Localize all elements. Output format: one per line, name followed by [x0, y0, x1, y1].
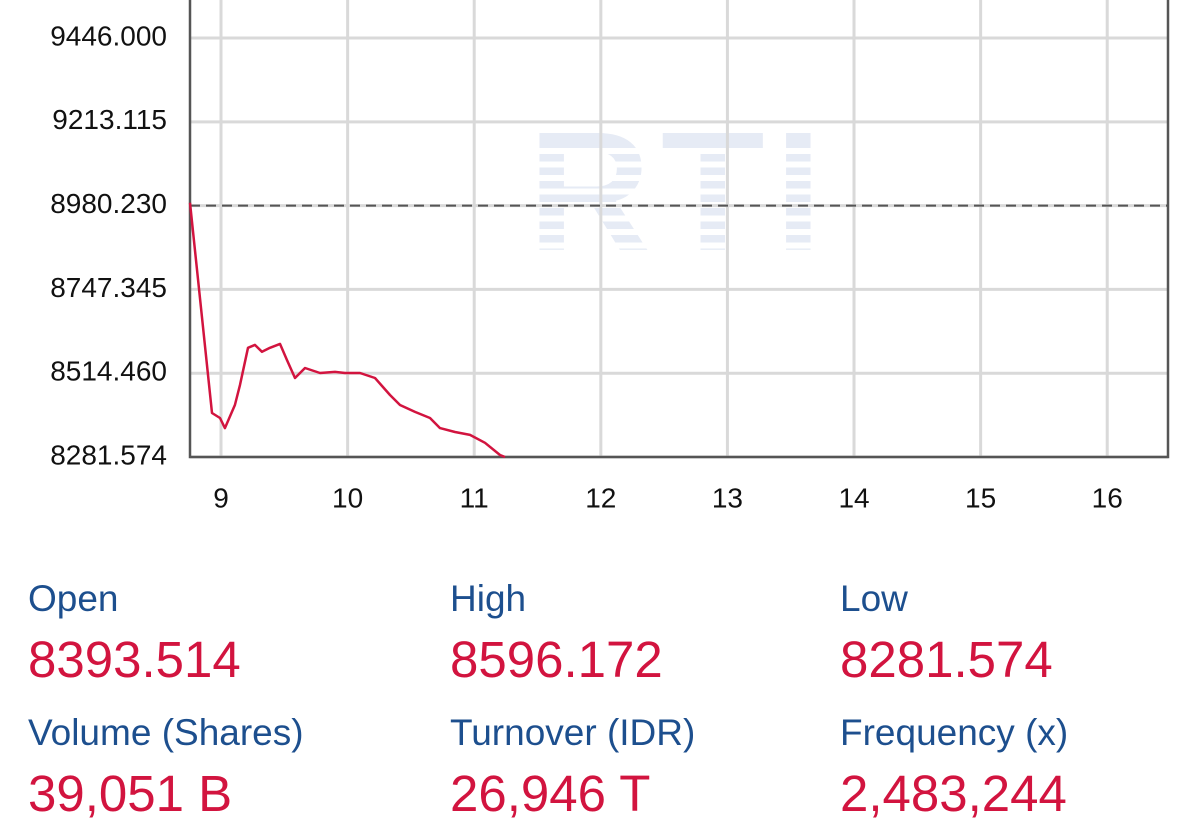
x-tick-label: 13	[712, 482, 743, 513]
price-line	[188, 202, 506, 459]
stat-value: 8596.172	[450, 631, 663, 688]
stat: Open 8393.514	[28, 578, 241, 689]
y-tick-label: 8281.574	[50, 439, 167, 470]
x-tick-label: 16	[1092, 482, 1123, 513]
y-tick-label: 9213.115	[52, 104, 167, 135]
y-tick-label: 8514.460	[50, 356, 167, 387]
watermark-stripe	[520, 256, 840, 262]
stat: High 8596.172	[450, 578, 663, 689]
watermark-stripe	[520, 161, 840, 168]
stat-value: 2,483,244	[840, 765, 1067, 822]
x-tick-label: 12	[585, 482, 616, 513]
watermark-stripe	[520, 229, 840, 235]
stat: Frequency (x) 2,483,244	[840, 712, 1068, 823]
watermark-stripe	[520, 175, 840, 181]
plot-frame	[188, 0, 1170, 459]
stat-label: Turnover (IDR)	[450, 712, 696, 753]
stat-value: 8393.514	[28, 631, 241, 688]
x-tick-label: 9	[213, 482, 229, 513]
x-tick-label: 11	[460, 482, 489, 513]
page: RTI8281.5748514.4608747.3458980.2309213.…	[28, 0, 1170, 822]
y-tick-label: 8980.230	[50, 188, 167, 219]
y-tick-label: 9446.000	[50, 20, 167, 51]
watermark-stripe	[520, 215, 840, 222]
watermark-stripe	[520, 269, 840, 276]
x-tick-label: 14	[838, 482, 869, 513]
stat: Low 8281.574	[840, 578, 1053, 689]
stat-label: Open	[28, 578, 119, 619]
stat: Turnover (IDR) 26,946 T	[450, 712, 695, 823]
x-tick-label: 10	[332, 482, 363, 513]
stat-value: 39,051 B	[28, 765, 233, 822]
chart: RTI8281.5748514.4608747.3458980.2309213.…	[50, 0, 1170, 513]
stat-value: 8281.574	[840, 631, 1053, 688]
stat-label: Volume (Shares)	[28, 712, 304, 753]
stat-value: 26,946 T	[450, 765, 651, 822]
watermark-stripe	[520, 188, 840, 195]
watermark-stripe	[520, 148, 840, 154]
watermark-stripe	[520, 242, 840, 249]
stat-label: Low	[840, 578, 908, 619]
x-tick-label: 15	[965, 482, 996, 513]
stat-label: High	[450, 578, 527, 619]
y-tick-label: 8747.345	[50, 272, 167, 303]
stat: Volume (Shares) 39,051 B	[28, 712, 304, 823]
stat-label: Frequency (x)	[840, 712, 1069, 753]
